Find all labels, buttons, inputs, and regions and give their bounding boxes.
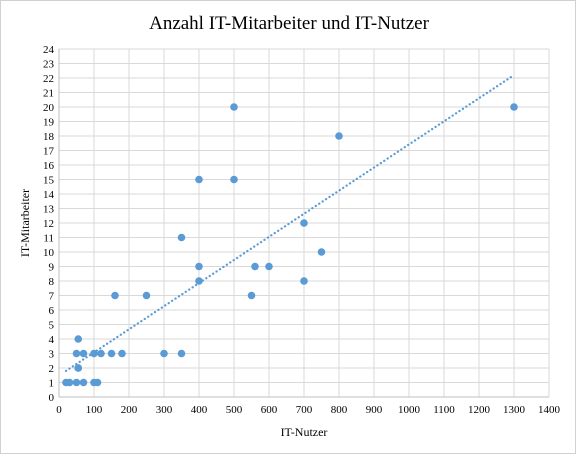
y-tick-label: 10 — [43, 247, 55, 259]
x-tick-label: 700 — [296, 404, 313, 416]
data-point — [335, 132, 343, 140]
data-point — [97, 349, 105, 358]
y-tick-label: 12 — [43, 218, 54, 230]
x-tick-label: 800 — [331, 404, 348, 416]
data-point — [90, 349, 98, 358]
data-point — [142, 291, 151, 300]
gridlines — [59, 48, 550, 397]
data-point — [510, 103, 518, 111]
data-point — [251, 262, 259, 271]
x-tick-label: 1000 — [398, 404, 421, 416]
y-tick-label: 18 — [43, 131, 55, 143]
y-tick-label: 4 — [49, 334, 55, 346]
tick-labels: 0123456789101112131415161718192021222324… — [43, 44, 561, 416]
y-tick-label: 1 — [49, 378, 55, 390]
data-point — [93, 378, 102, 387]
data-point — [79, 378, 88, 387]
data-point — [300, 219, 308, 227]
x-tick-label: 1300 — [503, 404, 526, 416]
data-point — [74, 335, 83, 343]
x-tick-label: 600 — [261, 404, 278, 416]
x-tick-label: 500 — [226, 404, 243, 416]
y-tick-label: 15 — [43, 175, 55, 187]
data-point — [195, 277, 203, 285]
data-point — [74, 364, 83, 372]
y-tick-label: 19 — [43, 117, 55, 129]
x-tick-label: 400 — [191, 404, 208, 416]
data-point — [177, 233, 186, 242]
y-axis-title: IT-Mitarbeiter — [18, 189, 32, 257]
x-tick-label: 1100 — [433, 404, 455, 416]
y-tick-label: 23 — [43, 59, 55, 71]
y-tick-label: 11 — [43, 233, 54, 245]
y-tick-label: 13 — [43, 204, 55, 216]
data-point — [195, 262, 203, 271]
x-tick-label: 0 — [56, 404, 62, 416]
data-point — [317, 248, 326, 256]
y-tick-label: 24 — [43, 44, 55, 56]
linear-trendline — [64, 73, 516, 373]
data-point — [79, 349, 88, 358]
data-point — [300, 277, 308, 285]
data-point — [177, 349, 186, 358]
data-point — [230, 103, 238, 111]
y-tick-label: 6 — [49, 305, 55, 317]
data-point — [160, 349, 168, 358]
data-point — [195, 175, 203, 184]
trendline-layer — [64, 73, 516, 373]
y-tick-label: 9 — [49, 262, 55, 274]
data-point — [72, 349, 81, 358]
x-tick-label: 300 — [156, 404, 173, 416]
y-tick-label: 20 — [43, 102, 55, 114]
data-point — [118, 349, 126, 358]
y-tick-label: 0 — [49, 392, 55, 404]
x-tick-label: 100 — [86, 404, 103, 416]
y-tick-label: 21 — [43, 88, 54, 100]
y-tick-label: 16 — [43, 160, 55, 172]
x-tick-label: 900 — [366, 404, 383, 416]
axes — [58, 49, 549, 398]
y-tick-label: 5 — [49, 320, 55, 332]
data-point — [107, 349, 116, 358]
y-tick-label: 14 — [43, 189, 55, 201]
y-tick-label: 7 — [49, 291, 55, 303]
y-tick-label: 17 — [43, 146, 55, 158]
data-points — [62, 103, 518, 387]
data-point — [230, 175, 238, 184]
data-point — [65, 378, 74, 387]
y-tick-label: 8 — [49, 276, 55, 288]
x-tick-label: 200 — [121, 404, 138, 416]
x-tick-label: 1400 — [538, 404, 561, 416]
y-tick-label: 2 — [49, 363, 55, 375]
x-tick-label: 1200 — [468, 404, 491, 416]
y-tick-label: 3 — [49, 349, 55, 361]
data-point — [247, 291, 256, 300]
data-point — [72, 378, 81, 387]
data-point — [111, 291, 119, 300]
y-tick-label: 22 — [43, 73, 54, 85]
data-point — [265, 262, 273, 271]
x-axis-title: IT-Nutzer — [281, 425, 328, 439]
chart-title: Anzahl IT-Mitarbeiter und IT-Nutzer — [149, 13, 429, 34]
